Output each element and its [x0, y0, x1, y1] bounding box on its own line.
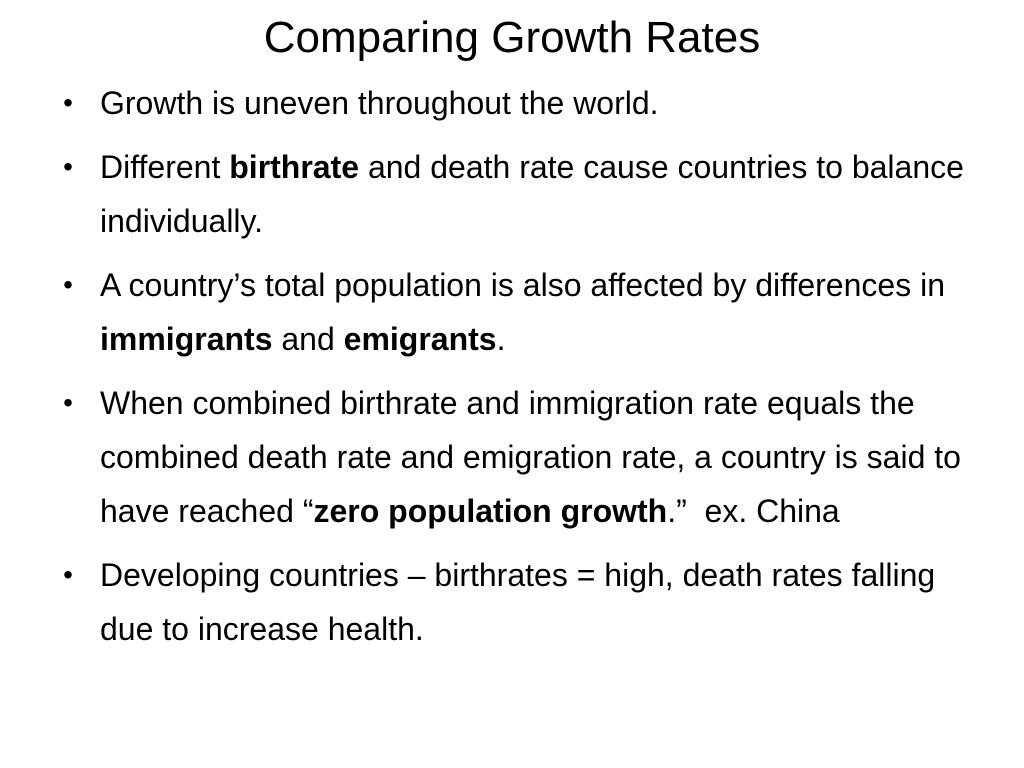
- bullet-text: .” ex. China: [667, 493, 840, 529]
- bullet-icon: •: [63, 387, 73, 418]
- bullet-text: When combined birthrate and immigration …: [100, 385, 961, 529]
- bullet-icon: •: [63, 559, 73, 590]
- bullet-item: • When combined birthrate and immigratio…: [52, 376, 972, 538]
- bullet-item: • A country’s total population is also a…: [52, 258, 972, 366]
- keyword-zero-population-growth: zero population growth: [313, 493, 668, 529]
- bullet-icon: •: [63, 269, 73, 300]
- bullet-icon: •: [63, 87, 73, 118]
- bullet-text: Growth is uneven throughout the world.: [100, 85, 659, 121]
- bullet-item: • Growth is uneven throughout the world.: [52, 76, 972, 130]
- bullet-text: Developing countries – birthrates = high…: [100, 557, 936, 647]
- bullet-text: and death rate cause countries to balanc…: [100, 149, 964, 239]
- bullet-icon: •: [63, 151, 73, 182]
- keyword-birthrate: birthrate: [229, 149, 360, 185]
- bullet-text: A country’s total population is also aff…: [100, 267, 945, 303]
- bullet-text: and: [272, 321, 344, 357]
- keyword-immigrants: immigrants: [100, 321, 273, 357]
- bullet-text: .: [496, 321, 506, 357]
- bullet-item: • Developing countries – birthrates = hi…: [52, 548, 972, 656]
- slide-title: Comparing Growth Rates: [263, 13, 761, 62]
- bullet-list: • Growth is uneven throughout the world.…: [52, 76, 972, 666]
- bullet-text: Different: [100, 149, 230, 185]
- bullet-item: • Different birthrate and death rate cau…: [52, 140, 972, 248]
- keyword-emigrants: emigrants: [343, 321, 497, 357]
